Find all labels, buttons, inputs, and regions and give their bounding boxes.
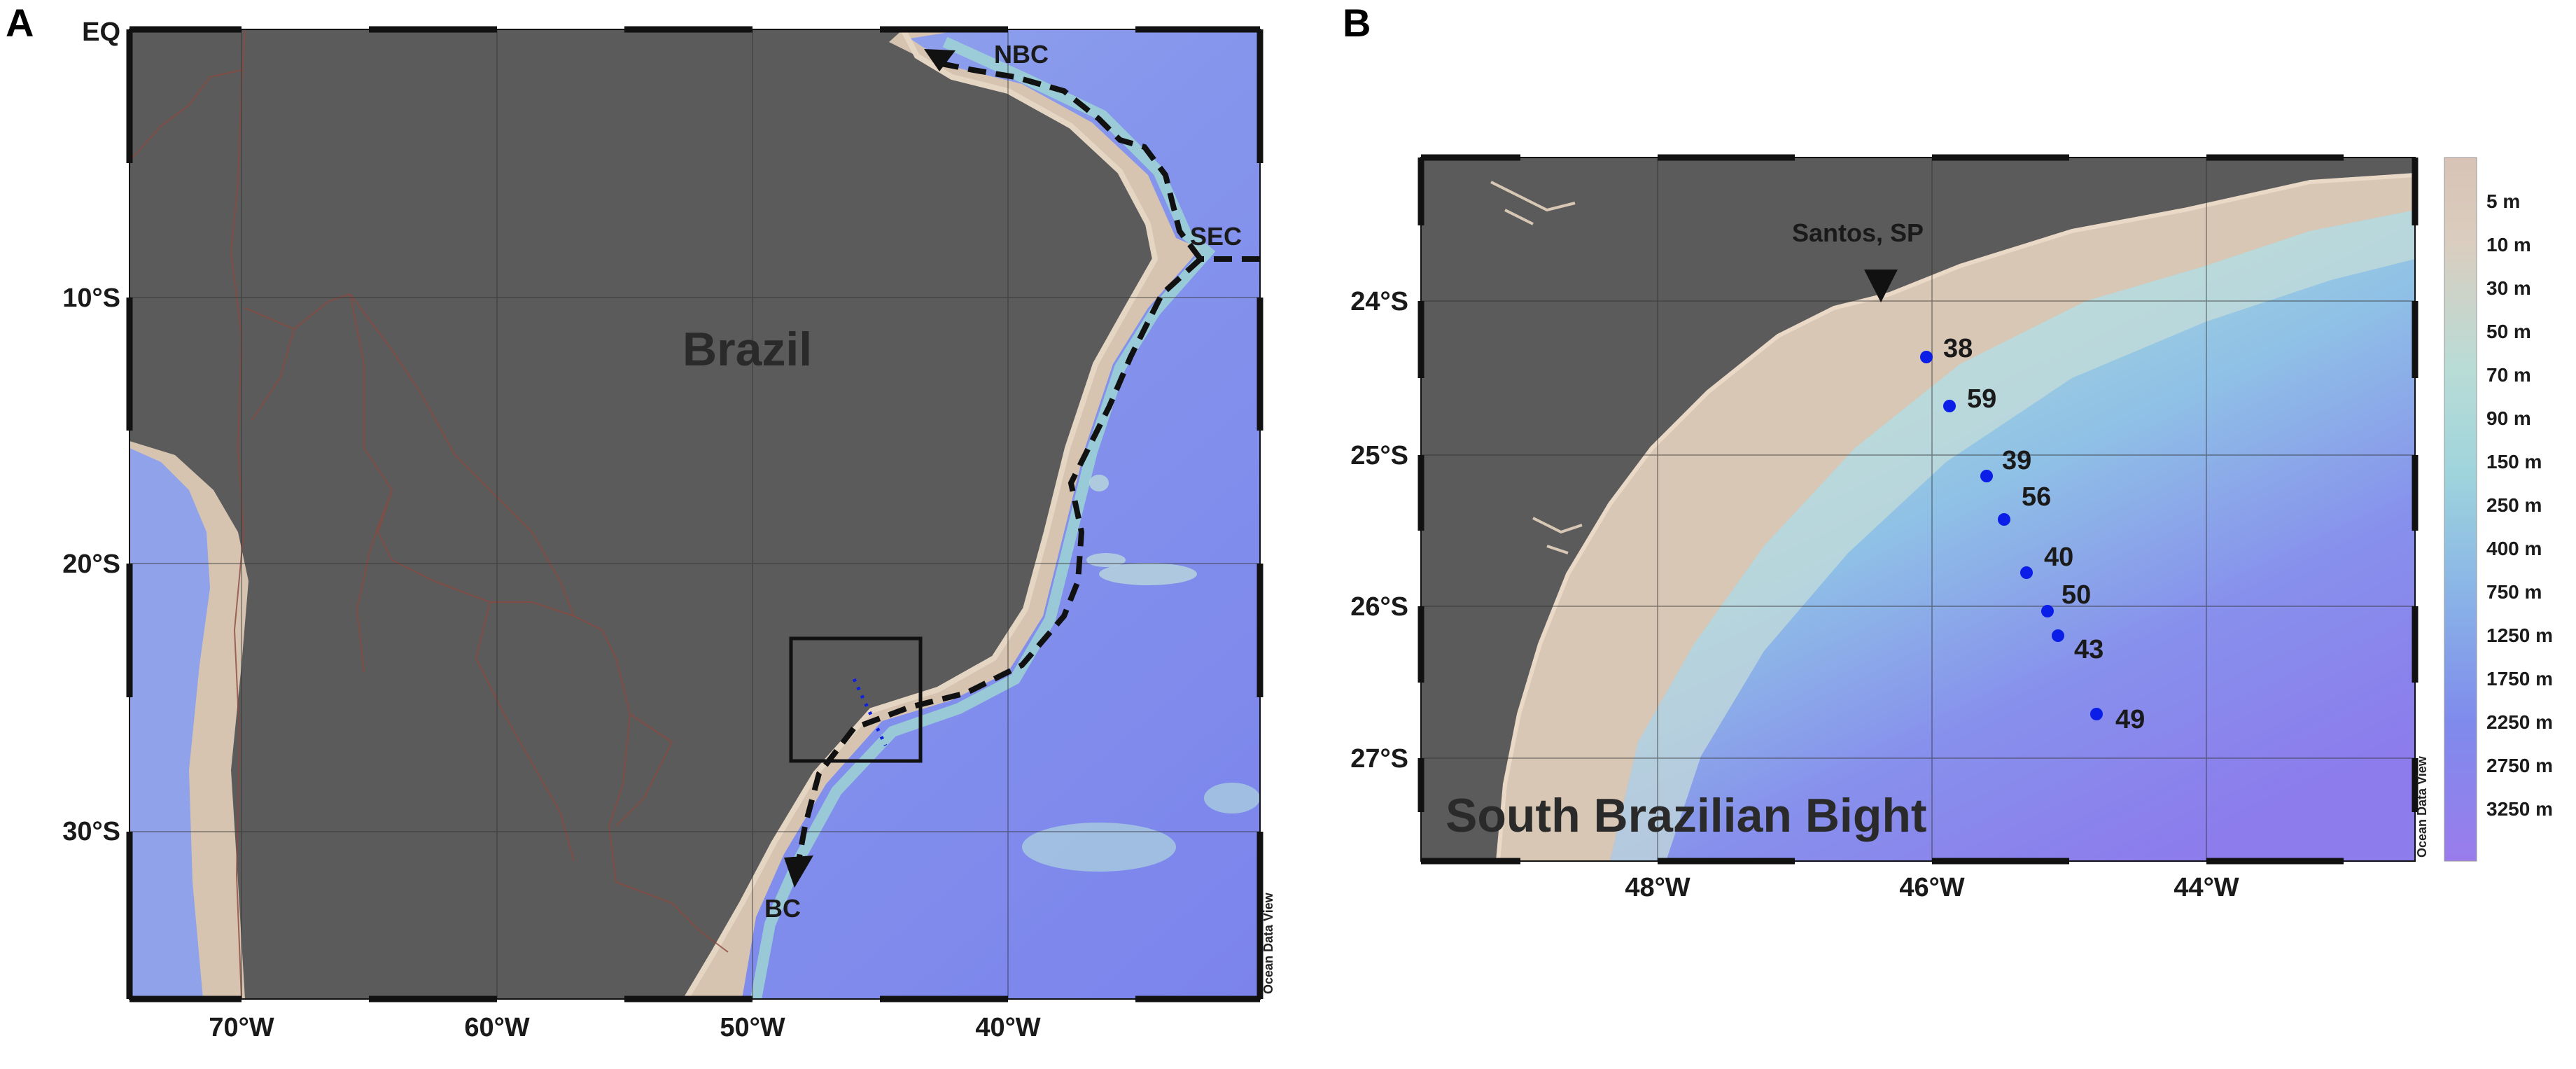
panel-a-frame (126, 26, 1264, 1002)
depth-label: 1250 m (2486, 624, 2553, 646)
station-label: 43 (2074, 635, 2104, 664)
panel-a-letter: A (6, 1, 34, 45)
nbc-label: NBC (994, 40, 1049, 69)
seamount (1099, 563, 1197, 585)
station-marker (1920, 351, 1933, 363)
panel-a: A (6, 1, 1275, 1042)
country-borders (130, 29, 729, 999)
depth-label: 750 m (2486, 581, 2542, 603)
panel-a-grid (130, 29, 1260, 999)
depth-label: 70 m (2486, 364, 2531, 386)
depth-label: 5 m (2486, 190, 2520, 212)
depth-label: 2250 m (2486, 711, 2553, 733)
panel-b: B Santos, SP (1343, 1, 2429, 902)
lat-tick-label: EQ (82, 18, 120, 47)
panel-a-lat-ticks: EQ 10°S 20°S 30°S (62, 18, 120, 846)
panel-b-frame (1418, 154, 2418, 865)
lat-tick-label: 25°S (1350, 441, 1408, 470)
depth-label: 250 m (2486, 494, 2542, 516)
lat-tick-label: 20°S (62, 550, 120, 579)
shelf-break (750, 36, 1216, 999)
panel-b-lat-ticks: 24°S 25°S 26°S 27°S (1350, 287, 1408, 774)
odv-watermark: Ocean Data View (2415, 755, 2429, 858)
depth-label: 10 m (2486, 234, 2531, 256)
south-america-land (130, 29, 1155, 999)
lat-tick-label: 10°S (62, 284, 120, 313)
depth-label: 3250 m (2486, 798, 2553, 820)
station-label: 59 (1967, 384, 1996, 414)
country-label: Brazil (682, 323, 812, 376)
transect-line (852, 678, 888, 747)
coastal-land (1421, 158, 2415, 861)
shelf-break (1610, 210, 2415, 861)
seamount (1086, 553, 1126, 567)
lat-tick-label: 30°S (62, 817, 120, 846)
nbc-current-path (937, 60, 1203, 261)
depth-legend: 5 m 10 m 30 m 50 m 70 m 90 m 150 m 250 m… (2444, 157, 2553, 862)
coastline (683, 29, 1158, 999)
bc-label: BC (764, 894, 801, 923)
nbc-arrowhead (924, 49, 955, 71)
depth-label: 400 m (2486, 538, 2542, 559)
estuary (1490, 181, 1583, 554)
depth-label: 150 m (2486, 451, 2542, 473)
coastline (1496, 173, 2415, 861)
lon-tick-label: 46°W (1899, 873, 1964, 902)
panel-b-map: Santos, SP 38 59 39 56 40 50 43 49 So (1421, 158, 2415, 861)
panel-b-lon-ticks: 48°W 46°W 44°W (1625, 873, 2239, 902)
lat-tick-label: 24°S (1350, 287, 1408, 316)
odv-watermark: Ocean Data View (1261, 892, 1275, 994)
station-label: 50 (2062, 580, 2091, 610)
station-label: 49 (2115, 705, 2145, 734)
stations: 38 59 39 56 40 50 43 49 (1920, 334, 2145, 734)
station-marker (2090, 708, 2103, 720)
depth-label: 50 m (2486, 321, 2531, 342)
pacific-ocean (130, 448, 210, 999)
region-label: South Brazilian Bight (1446, 789, 1927, 842)
study-area-box (789, 636, 923, 763)
santos-label: Santos, SP (1792, 218, 1924, 247)
station-label: 40 (2044, 543, 2073, 572)
lon-tick-label: 60°W (464, 1013, 529, 1042)
station-marker (1980, 470, 1993, 482)
station-marker (2052, 629, 2064, 642)
panel-a-lon-ticks: 70°W 60°W 50°W 40°W (209, 1013, 1040, 1042)
bc-arrowhead (784, 855, 813, 888)
panel-a-map: NBC SEC BC Brazil (130, 29, 1260, 999)
lon-tick-label: 40°W (975, 1013, 1040, 1042)
lat-tick-label: 26°S (1350, 592, 1408, 622)
santos-marker (1864, 270, 1898, 302)
depth-label: 1750 m (2486, 668, 2553, 690)
station-label: 56 (2022, 482, 2051, 512)
depth-label: 90 m (2486, 407, 2531, 429)
seamount (1022, 823, 1176, 872)
depth-colorbar (2444, 157, 2477, 862)
lat-tick-label: 27°S (1350, 744, 1408, 774)
sec-label: SEC (1190, 222, 1242, 251)
station-marker (2041, 605, 2054, 617)
lon-tick-label: 70°W (209, 1013, 274, 1042)
station-marker (2020, 566, 2033, 579)
seamount (1204, 783, 1260, 813)
panel-b-grid (1421, 158, 2415, 861)
seamount (1089, 475, 1109, 491)
depth-label: 30 m (2486, 277, 2531, 299)
station-label: 39 (2002, 446, 2031, 475)
depth-legend-labels: 5 m 10 m 30 m 50 m 70 m 90 m 150 m 250 m… (2486, 190, 2553, 820)
station-marker (1998, 513, 2010, 526)
lon-tick-label: 48°W (1625, 873, 1690, 902)
lon-tick-label: 44°W (2174, 873, 2239, 902)
lon-tick-label: 50°W (720, 1013, 785, 1042)
brazil-current-path (795, 257, 1203, 865)
station-label: 38 (1943, 334, 1973, 363)
depth-label: 2750 m (2486, 755, 2553, 776)
panel-b-letter: B (1343, 1, 1371, 45)
station-marker (1943, 400, 1956, 412)
